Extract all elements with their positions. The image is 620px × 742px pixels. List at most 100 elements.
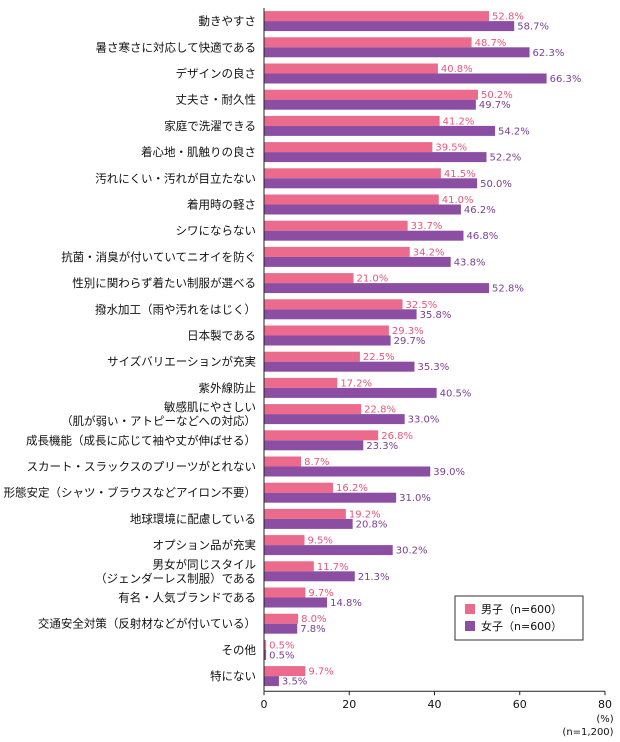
value-label-male: 11.7% <box>317 562 349 573</box>
category-label: 動きやすさ <box>199 14 257 28</box>
value-label-male: 16.2% <box>336 483 368 494</box>
value-label-male: 48.7% <box>475 38 507 49</box>
value-label-female: 21.3% <box>358 572 390 583</box>
bar-female <box>264 492 397 503</box>
category-label-line: （ジェンダーレス制服）である <box>95 571 256 585</box>
x-tick-label: 20 <box>342 698 356 711</box>
category-label: 交通安全対策（反射材などが付いている） <box>38 617 256 631</box>
bar-female <box>264 361 415 372</box>
value-label-male: 8.0% <box>301 614 326 625</box>
bar-male <box>264 63 438 74</box>
value-label-female: 52.8% <box>492 284 524 295</box>
bar-female <box>264 152 487 163</box>
bar-male <box>264 508 346 519</box>
sample-size-note: (n=1,200) <box>562 727 613 738</box>
bar-male <box>264 11 490 22</box>
value-label-male: 41.5% <box>444 169 476 180</box>
value-label-male: 9.5% <box>307 536 332 547</box>
bar-female <box>264 414 405 425</box>
category-label: 抗菌・消臭が付いていてニオイを防ぐ <box>61 250 256 264</box>
bar-male <box>264 273 354 284</box>
value-label-male: 50.2% <box>481 90 513 101</box>
category-label: 家庭で洗濯できる <box>164 119 256 133</box>
value-label-female: 23.3% <box>366 441 398 452</box>
value-label-male: 22.8% <box>364 405 396 416</box>
category-label: 紫外線防止 <box>199 381 257 395</box>
value-label-male: 26.8% <box>381 431 413 442</box>
bar-female <box>264 466 431 477</box>
category-label: 汚れにくい・汚れが目立たない <box>95 171 256 185</box>
value-label-female: 52.2% <box>490 153 522 164</box>
category-label: 敏感肌にやさしい（肌が弱い・アトピーなどへの対応） <box>61 400 256 428</box>
bar-female <box>264 73 547 84</box>
value-label-female: 46.2% <box>464 205 496 216</box>
category-label: 暑さ寒さに対応して快適である <box>95 40 256 54</box>
value-label-female: 49.7% <box>479 100 511 111</box>
category-label: オプション品が充実 <box>153 538 257 552</box>
bar-male <box>264 351 360 362</box>
value-label-female: 43.8% <box>454 257 486 268</box>
category-label: 地球環境に配慮している <box>130 512 256 526</box>
bar-female <box>264 21 515 32</box>
value-label-female: 29.7% <box>394 336 426 347</box>
value-label-female: 54.2% <box>498 126 530 137</box>
value-label-male: 52.8% <box>492 12 524 23</box>
bar-male <box>264 168 441 179</box>
value-label-female: 46.8% <box>466 231 498 242</box>
value-label-female: 50.0% <box>480 179 512 190</box>
bar-male <box>264 115 440 126</box>
legend-swatch-female <box>465 621 475 631</box>
value-label-male: 33.7% <box>411 221 443 232</box>
value-label-female: 14.8% <box>330 598 362 609</box>
category-label: 日本製である <box>187 329 256 343</box>
category-label: スカート・スラックスのプリーツがとれない <box>27 460 256 474</box>
value-label-male: 41.2% <box>443 116 475 127</box>
bar-male <box>264 299 403 310</box>
category-label: 着心地・肌触りの良さ <box>141 145 256 159</box>
bar-female <box>264 545 393 556</box>
value-label-male: 8.7% <box>304 457 329 468</box>
bar-male <box>264 142 433 153</box>
category-label: 性別に関わらず着たい制服が選べる <box>72 276 256 290</box>
bar-male <box>264 404 362 415</box>
value-label-female: 58.7% <box>517 22 549 33</box>
bar-female <box>264 230 464 241</box>
value-label-male: 22.5% <box>363 352 395 363</box>
bar-male <box>264 220 408 231</box>
value-label-male: 19.2% <box>349 509 381 520</box>
bar-male <box>264 325 389 336</box>
value-label-female: 39.0% <box>433 467 465 478</box>
bar-male <box>264 377 338 388</box>
value-label-male: 40.8% <box>441 64 473 75</box>
bar-female <box>264 256 451 267</box>
bar-male <box>264 37 472 48</box>
x-tick-label: 40 <box>428 698 442 711</box>
bar-male <box>264 561 314 572</box>
value-label-male: 39.5% <box>435 143 467 154</box>
bar-male <box>264 246 410 257</box>
bar-male <box>264 666 306 677</box>
x-tick-label: 80 <box>598 698 612 711</box>
bar-female <box>264 283 490 294</box>
category-label: 有名・人気ブランドである <box>118 591 256 605</box>
bar-male <box>264 430 379 441</box>
bar-male <box>264 456 302 467</box>
value-label-female: 31.0% <box>399 493 431 504</box>
bar-male <box>264 194 439 205</box>
bar-female <box>264 597 328 608</box>
bar-male <box>264 613 299 624</box>
bar-female <box>264 178 478 189</box>
value-label-female: 40.5% <box>440 388 472 399</box>
value-label-female: 0.5% <box>269 650 294 661</box>
category-label: 成長機能（成長に応じて袖や丈が伸ばせる） <box>26 433 256 447</box>
bar-male <box>264 587 306 598</box>
value-label-female: 3.5% <box>282 677 307 688</box>
bar-female <box>264 440 364 451</box>
bar-female <box>264 309 417 320</box>
bar-female <box>264 623 298 634</box>
value-label-male: 34.2% <box>413 247 445 258</box>
legend-label-male: 男子（n=600） <box>481 603 562 616</box>
category-label: 丈夫さ・耐久性 <box>176 93 257 107</box>
value-label-female: 35.8% <box>420 310 452 321</box>
